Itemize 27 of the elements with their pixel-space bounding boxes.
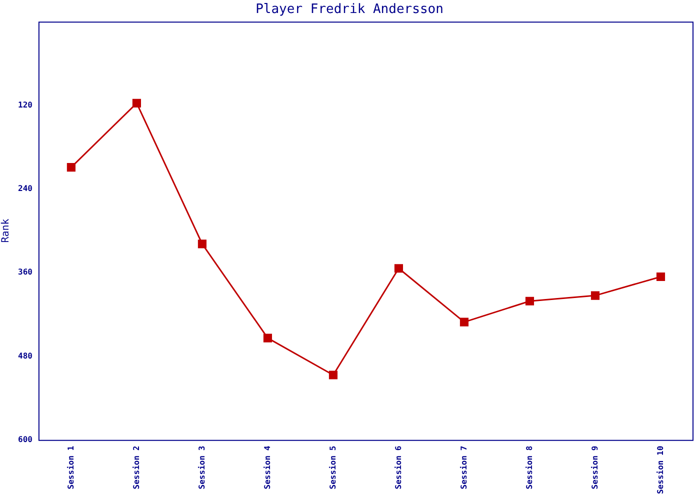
x-tick-label: Session 8 xyxy=(524,446,534,490)
x-tick-label: Session 5 xyxy=(328,446,338,490)
chart-title: Player Fredrik Andersson xyxy=(256,2,444,18)
y-tick-label: 120 xyxy=(18,100,33,110)
y-tick-label: 600 xyxy=(18,434,33,444)
point xyxy=(525,296,534,306)
x-tick-label: Session 1 xyxy=(66,446,76,490)
x-tick-label: Session 6 xyxy=(394,446,403,490)
y-tick-label: 240 xyxy=(18,184,33,193)
point xyxy=(656,272,666,282)
point xyxy=(198,240,206,248)
x-tick-label: Session 3 xyxy=(197,446,206,490)
point xyxy=(460,318,469,326)
point xyxy=(132,98,141,108)
x-tick-label: Session 10 xyxy=(656,446,665,494)
point xyxy=(394,264,404,273)
x-tick-label: Session 4 xyxy=(262,446,272,490)
x-tick-label: Session 2 xyxy=(132,446,141,490)
point xyxy=(590,291,600,300)
x-tick-label: Session 7 xyxy=(459,446,468,490)
point xyxy=(66,163,76,172)
y-tick-label: 480 xyxy=(18,351,33,360)
y-axis-title: Rank xyxy=(0,218,12,243)
point xyxy=(263,334,272,342)
x-tick-label: Session 9 xyxy=(590,446,600,490)
y-tick-label: 360 xyxy=(18,268,33,277)
point xyxy=(328,370,338,380)
